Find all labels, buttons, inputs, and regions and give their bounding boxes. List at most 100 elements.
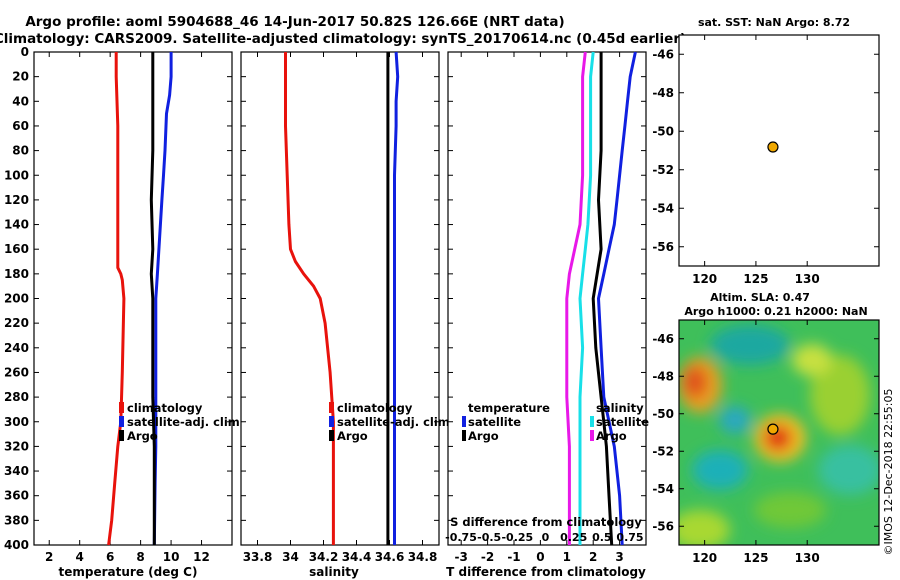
x-tick-label: 34.2 (309, 550, 339, 564)
depth-tick-label: 80 (12, 144, 29, 158)
depth-tick-label: 20 (12, 70, 29, 84)
depth-tick-label: 140 (4, 218, 29, 232)
heat-blob-2 (683, 366, 707, 398)
map-y-tick-label: -54 (652, 482, 674, 496)
heatmap-field (679, 325, 879, 545)
legend-label-satellite: satellite-adj. clim. (337, 415, 454, 429)
s-diff-tick-label: 0.75 (616, 531, 643, 544)
heat-blob-5 (710, 325, 790, 365)
map-y-tick-label: -56 (652, 519, 674, 533)
legend-swatch-argo (119, 430, 124, 441)
legend-title-salinity: salinity (596, 401, 644, 415)
map-x-tick-label: 120 (692, 551, 717, 565)
depth-tick-label: 400 (4, 538, 29, 552)
map-y-tick-label: -50 (652, 407, 674, 421)
legend-swatch-s-argo (590, 430, 594, 441)
map-y-tick-label: -52 (652, 163, 674, 177)
salinity-panel: 33.8 34 34.2 34.4 34.6 34.8 salinity climatol… (240, 51, 454, 579)
salinity-xlabel: salinity (309, 565, 359, 579)
sla-map-axes (678, 319, 880, 546)
map-y-tick-label: -54 (652, 201, 674, 215)
s-diff-tick-label: 0.5 (592, 531, 612, 544)
legend-swatch-argo (329, 430, 334, 441)
depth-tick-label: 0 (21, 45, 29, 59)
legend-swatch-s-satellite (590, 416, 594, 427)
x-tick-label: 0 (536, 550, 544, 564)
sla-map-marks (767, 423, 779, 435)
series-line-s-satellite (578, 51, 595, 545)
series-line-t-argo (591, 52, 614, 546)
depth-tick-label: 60 (12, 119, 29, 133)
s-diff-tick-label: -0.5 (477, 531, 501, 544)
legend-swatch-climatology (329, 402, 334, 413)
legend-swatch-satellite (329, 416, 334, 427)
legend-label-climatology: climatology (127, 401, 203, 415)
legend-label-s-satellite: satellite (596, 415, 649, 429)
difference-panel: -3 -2 -1 0 1 2 3 T difference from climatology… (445, 51, 649, 579)
sst-map-ticks: -46 -48 -50 -52 -54 -56 120 125 130 (652, 35, 879, 286)
salinity-x-ticks: 33.8 34 34.2 34.4 34.6 34.8 (243, 52, 438, 564)
map-x-tick-label: 120 (692, 272, 717, 286)
map-y-tick-label: -48 (652, 86, 674, 100)
legend-label-t-argo: Argo (468, 429, 499, 443)
depth-tick-label: 180 (4, 267, 29, 281)
depth-tick-label: 200 (4, 292, 29, 306)
s-diff-tick-label: -0.75 (445, 531, 477, 544)
difference-legend-temperature: temperature satellite Argo (462, 401, 550, 443)
title-line-2: Climatology: CARS2009. Satellite-adjuste… (0, 31, 686, 47)
legend-label-t-satellite: satellite (468, 415, 521, 429)
map-x-tick-label: 125 (743, 272, 768, 286)
x-tick-label: 10 (163, 550, 180, 564)
difference-x-ticks: -3 -2 -1 0 1 2 3 (455, 52, 624, 564)
series-line-argo (149, 52, 156, 545)
heat-blob-9 (679, 510, 730, 545)
depth-tick-label: 300 (4, 415, 29, 429)
sla-map-title-2: Argo h1000: 0.21 h2000: NaN (684, 305, 867, 318)
legend-label-argo: Argo (337, 429, 368, 443)
temperature-x-ticks: 2 4 6 8 10 12 (45, 52, 210, 564)
depth-tick-label: 320 (4, 439, 29, 453)
heat-blob-11 (792, 344, 832, 376)
depth-tick-label: 340 (4, 464, 29, 478)
x-tick-label: 2 (45, 550, 53, 564)
difference-y-ticks (448, 51, 646, 546)
s-difference-tick-labels: -0.75 -0.5 -0.25 0 0.25 0.5 0.75 (445, 531, 643, 544)
argo-float-marker (767, 141, 779, 153)
heat-blob-8 (818, 445, 879, 495)
x-tick-label: 3 (615, 550, 623, 564)
sst-map-title: sat. SST: NaN Argo: 8.72 (698, 16, 850, 29)
series-line-climatology (107, 52, 126, 546)
sst-map-panel: sat. SST: NaN Argo: 8.72 -46 -48 -50 -52 -54… (652, 16, 880, 286)
depth-tick-label: 120 (4, 193, 29, 207)
legend-swatch-satellite (119, 416, 124, 427)
credit-text: ©IMOS 12-Dec-2018 22:55:05 (882, 389, 895, 556)
sst-map-marks (767, 141, 779, 153)
heat-blob-12 (719, 406, 751, 434)
argo-float-marker (767, 423, 779, 435)
map-x-tick-label: 130 (795, 272, 820, 286)
x-tick-label: 34.6 (375, 550, 405, 564)
difference-lines (565, 51, 637, 546)
sst-map-axes (678, 34, 880, 267)
heat-blob-7 (810, 355, 870, 435)
heat-blob-6 (692, 450, 748, 490)
x-tick-label: 34.8 (408, 550, 438, 564)
s-difference-label: S difference from climatology (450, 515, 642, 529)
temperature-axes (33, 51, 233, 546)
temperature-panel: 0 20 40 60 80 100 120 140 160 180 200 220 240 260 280 3… (4, 45, 244, 579)
x-tick-label: -2 (481, 550, 494, 564)
series-line-satellite-adj-clim- (152, 52, 173, 546)
depth-tick-label: 160 (4, 242, 29, 256)
series-line-s-argo (565, 51, 587, 545)
sla-map-panel: Altim. SLA: 0.47 Argo h1000: 0.21 h2000:… (652, 291, 880, 565)
map-y-tick-label: -46 (652, 332, 674, 346)
temperature-xlabel: temperature (deg C) (59, 565, 198, 579)
salinity-legend: climatology satellite-adj. clim. Argo (329, 401, 454, 443)
s-diff-tick-label: 0.25 (560, 531, 587, 544)
legend-title-temperature: temperature (468, 401, 550, 415)
salinity-axes (240, 51, 440, 546)
map-y-tick-label: -48 (652, 369, 674, 383)
x-tick-label: 34.4 (342, 550, 372, 564)
map-y-tick-label: -46 (652, 47, 674, 61)
map-y-tick-label: -50 (652, 124, 674, 138)
